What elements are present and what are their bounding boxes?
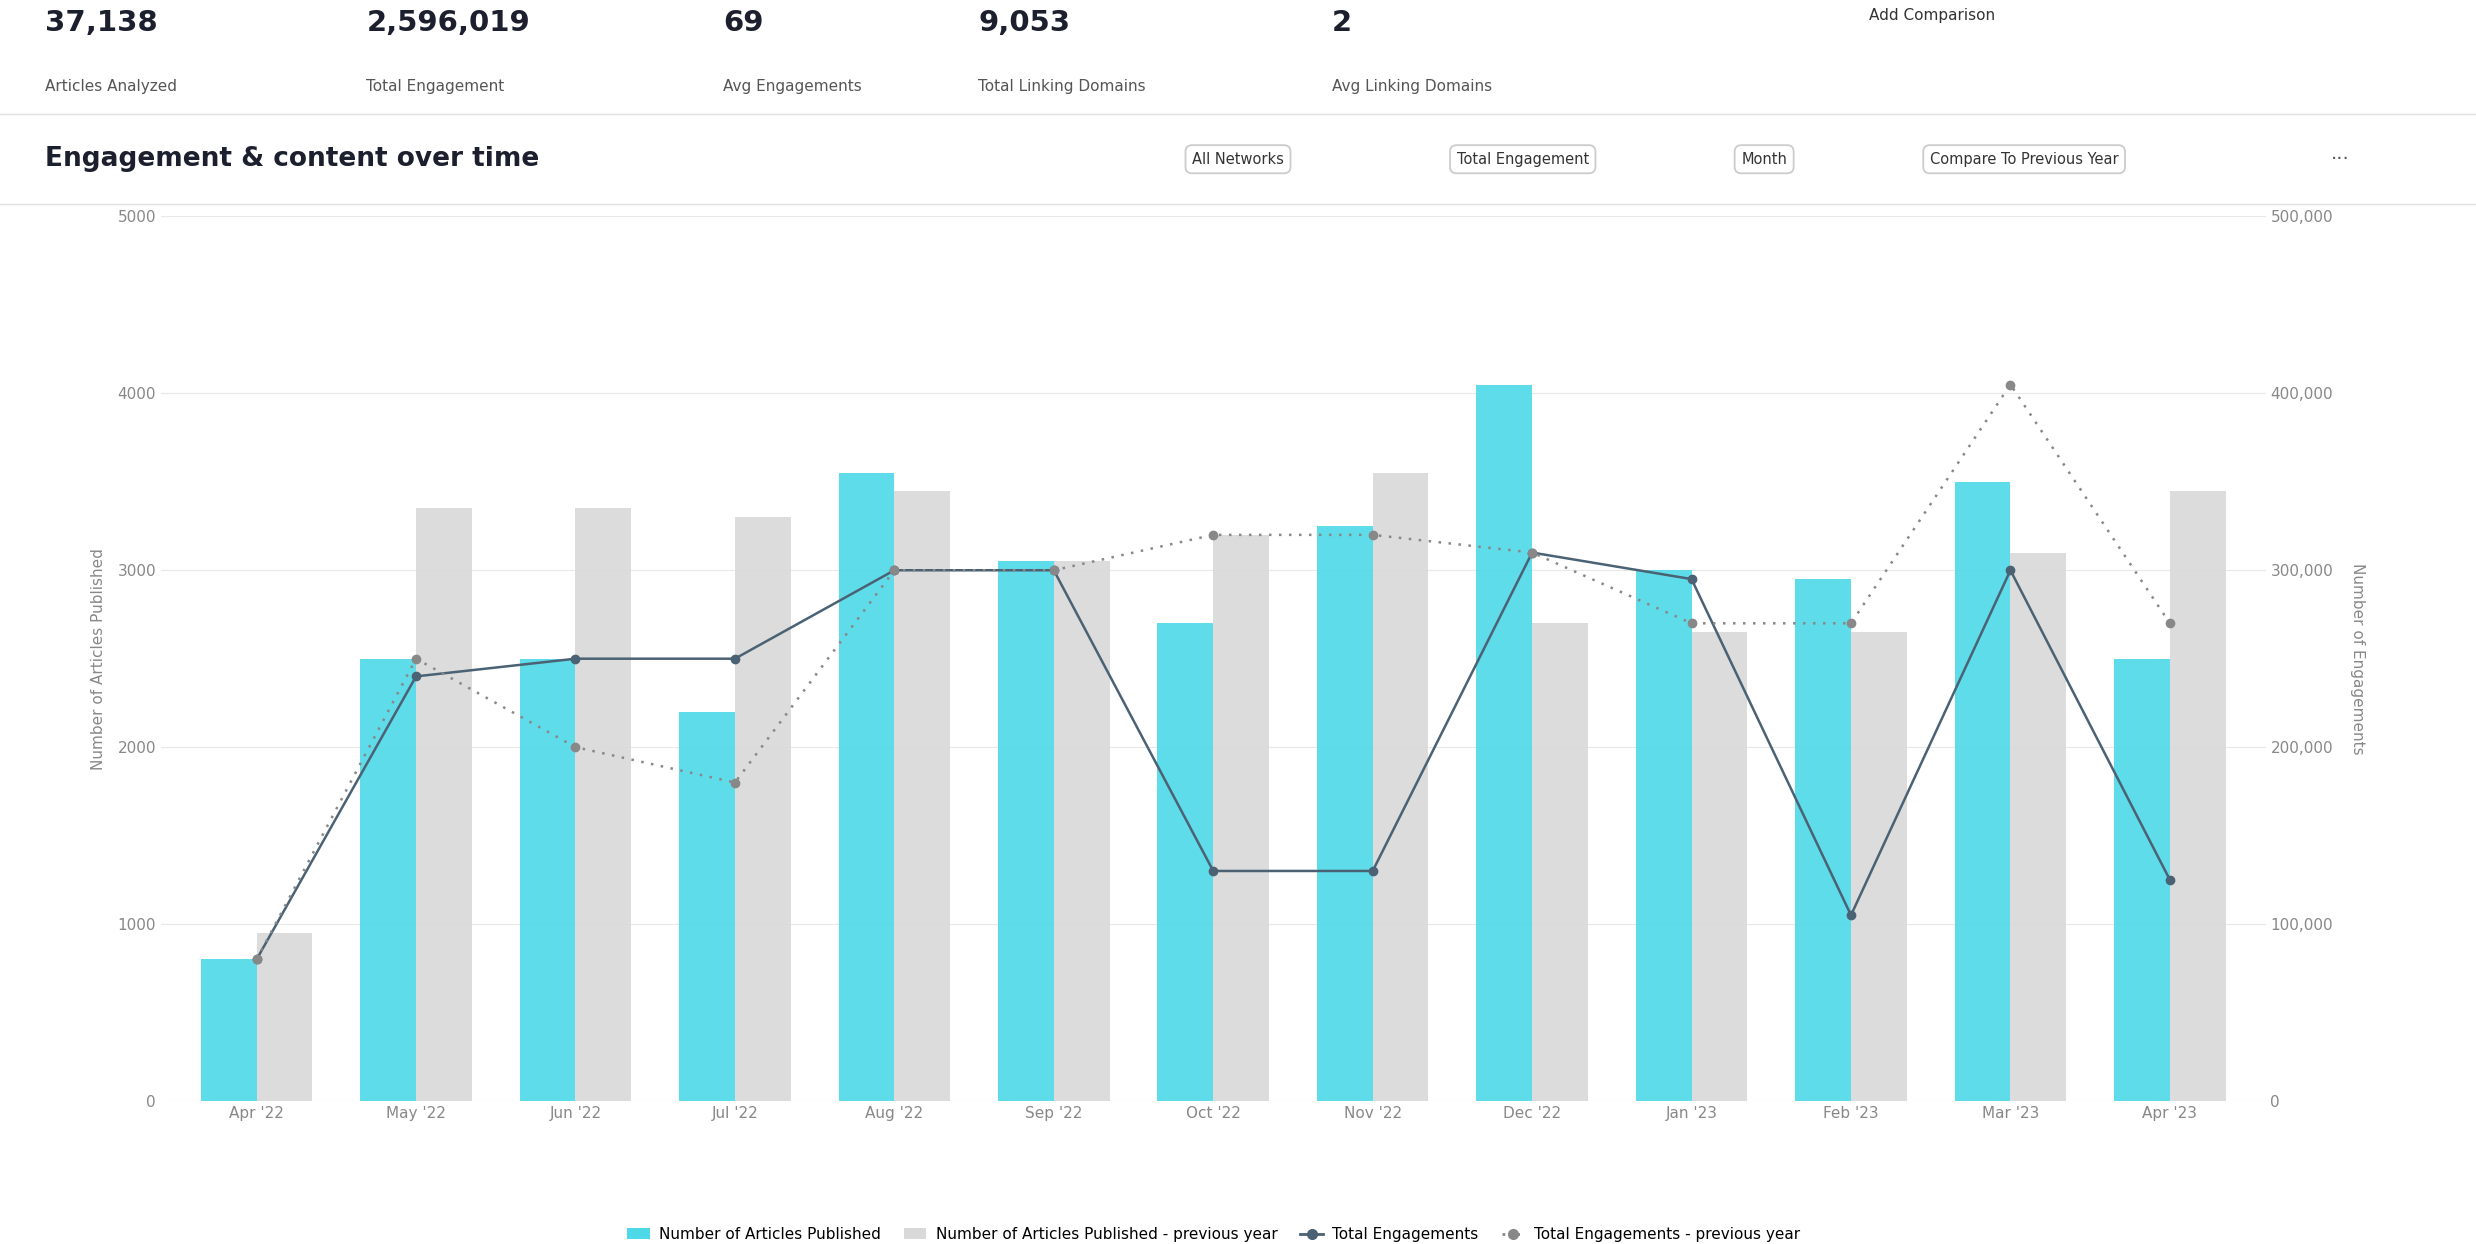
Text: 2,596,019: 2,596,019 bbox=[366, 9, 530, 36]
Text: Total Engagement: Total Engagement bbox=[1456, 152, 1590, 167]
Bar bbox=[1372, 473, 1429, 1101]
Text: 9,053: 9,053 bbox=[978, 9, 1070, 36]
Text: 69: 69 bbox=[723, 9, 763, 36]
Bar bbox=[1213, 535, 1270, 1101]
Bar bbox=[1637, 570, 1691, 1101]
Bar bbox=[359, 658, 416, 1101]
Bar bbox=[894, 490, 951, 1101]
Text: Articles Analyzed: Articles Analyzed bbox=[45, 78, 176, 93]
Bar bbox=[1055, 561, 1109, 1101]
Text: All Networks: All Networks bbox=[1191, 152, 1285, 167]
Text: Add Comparison: Add Comparison bbox=[1869, 7, 1996, 22]
Bar bbox=[1533, 623, 1587, 1101]
Text: 2: 2 bbox=[1332, 9, 1352, 36]
Y-axis label: Number of Engagements: Number of Engagements bbox=[2350, 562, 2365, 755]
Bar bbox=[1795, 580, 1852, 1101]
Bar bbox=[678, 712, 735, 1101]
Bar bbox=[1156, 623, 1213, 1101]
Text: Compare To Previous Year: Compare To Previous Year bbox=[1929, 152, 2119, 167]
Bar bbox=[520, 658, 574, 1101]
Bar bbox=[1852, 632, 1907, 1101]
Bar bbox=[1476, 384, 1533, 1101]
Bar bbox=[574, 509, 631, 1101]
Legend: Number of Articles Published, Number of Articles Published - previous year, Tota: Number of Articles Published, Number of … bbox=[621, 1220, 1805, 1244]
Bar bbox=[735, 518, 790, 1101]
Bar bbox=[258, 933, 312, 1101]
Text: Total Engagement: Total Engagement bbox=[366, 78, 505, 93]
Text: Total Linking Domains: Total Linking Domains bbox=[978, 78, 1146, 93]
Bar bbox=[416, 509, 473, 1101]
Bar bbox=[1317, 526, 1372, 1101]
Text: Month: Month bbox=[1741, 152, 1788, 167]
Bar bbox=[2169, 490, 2226, 1101]
Text: ···: ··· bbox=[2330, 149, 2350, 169]
Bar bbox=[1954, 481, 2011, 1101]
Text: Avg Linking Domains: Avg Linking Domains bbox=[1332, 78, 1493, 93]
Y-axis label: Number of Articles Published: Number of Articles Published bbox=[92, 547, 106, 770]
Bar bbox=[998, 561, 1055, 1101]
Text: Enter a keyword: Enter a keyword bbox=[1944, 921, 2067, 935]
Bar bbox=[839, 473, 894, 1101]
Text: Engagement & content over time: Engagement & content over time bbox=[45, 147, 540, 172]
Bar bbox=[2115, 658, 2169, 1101]
Bar bbox=[1691, 632, 1748, 1101]
Bar bbox=[201, 959, 258, 1101]
Text: 37,138: 37,138 bbox=[45, 9, 156, 36]
Bar bbox=[2011, 552, 2067, 1101]
Text: Avg Engagements: Avg Engagements bbox=[723, 78, 862, 93]
